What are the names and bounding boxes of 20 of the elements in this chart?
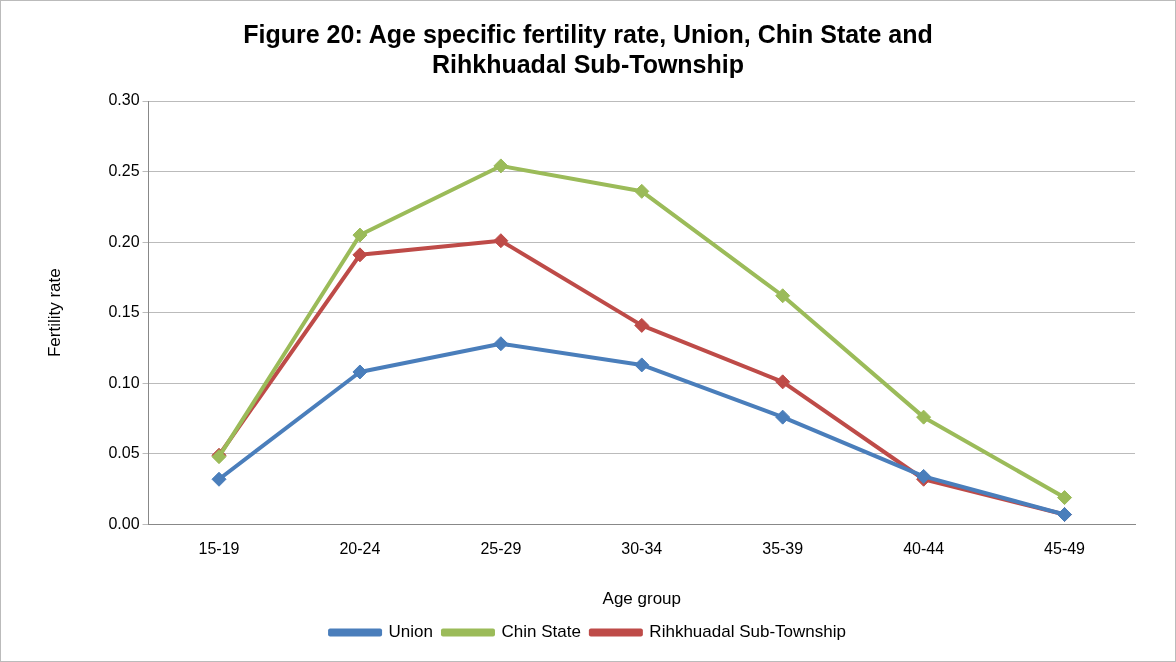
y-tick-label: 0.30	[108, 91, 140, 109]
x-tick-label: 20-24	[339, 540, 381, 558]
x-tick-label: 15-19	[198, 540, 240, 558]
y-tick-label: 0.15	[108, 303, 140, 321]
y-tick-label: 0.05	[108, 444, 140, 462]
legend-label: Chin State	[501, 622, 581, 642]
y-tick-label: 0.10	[108, 373, 140, 391]
y-tick-label: 0.00	[108, 514, 140, 532]
chart-title: Figure 20: Age specific fertility rate, Union, Chin State and Rihkhuadal Sub-Township	[243, 19, 933, 78]
x-tick-label: 35-39	[762, 540, 804, 558]
x-tick-label: 40-44	[903, 540, 945, 558]
y-tick-label: 0.20	[108, 232, 140, 250]
legend-label: Union	[388, 622, 433, 642]
x-tick-label: 45-49	[1044, 540, 1086, 558]
y-tick-label: 0.25	[108, 161, 140, 179]
y-axis-title: Fertility rate	[44, 268, 64, 358]
x-tick-label: 25-29	[480, 540, 522, 558]
x-tick-label: 30-34	[621, 540, 663, 558]
legend-label: Rihkhuadal Sub-Township	[649, 622, 846, 642]
x-axis-title: Age group	[602, 589, 681, 609]
